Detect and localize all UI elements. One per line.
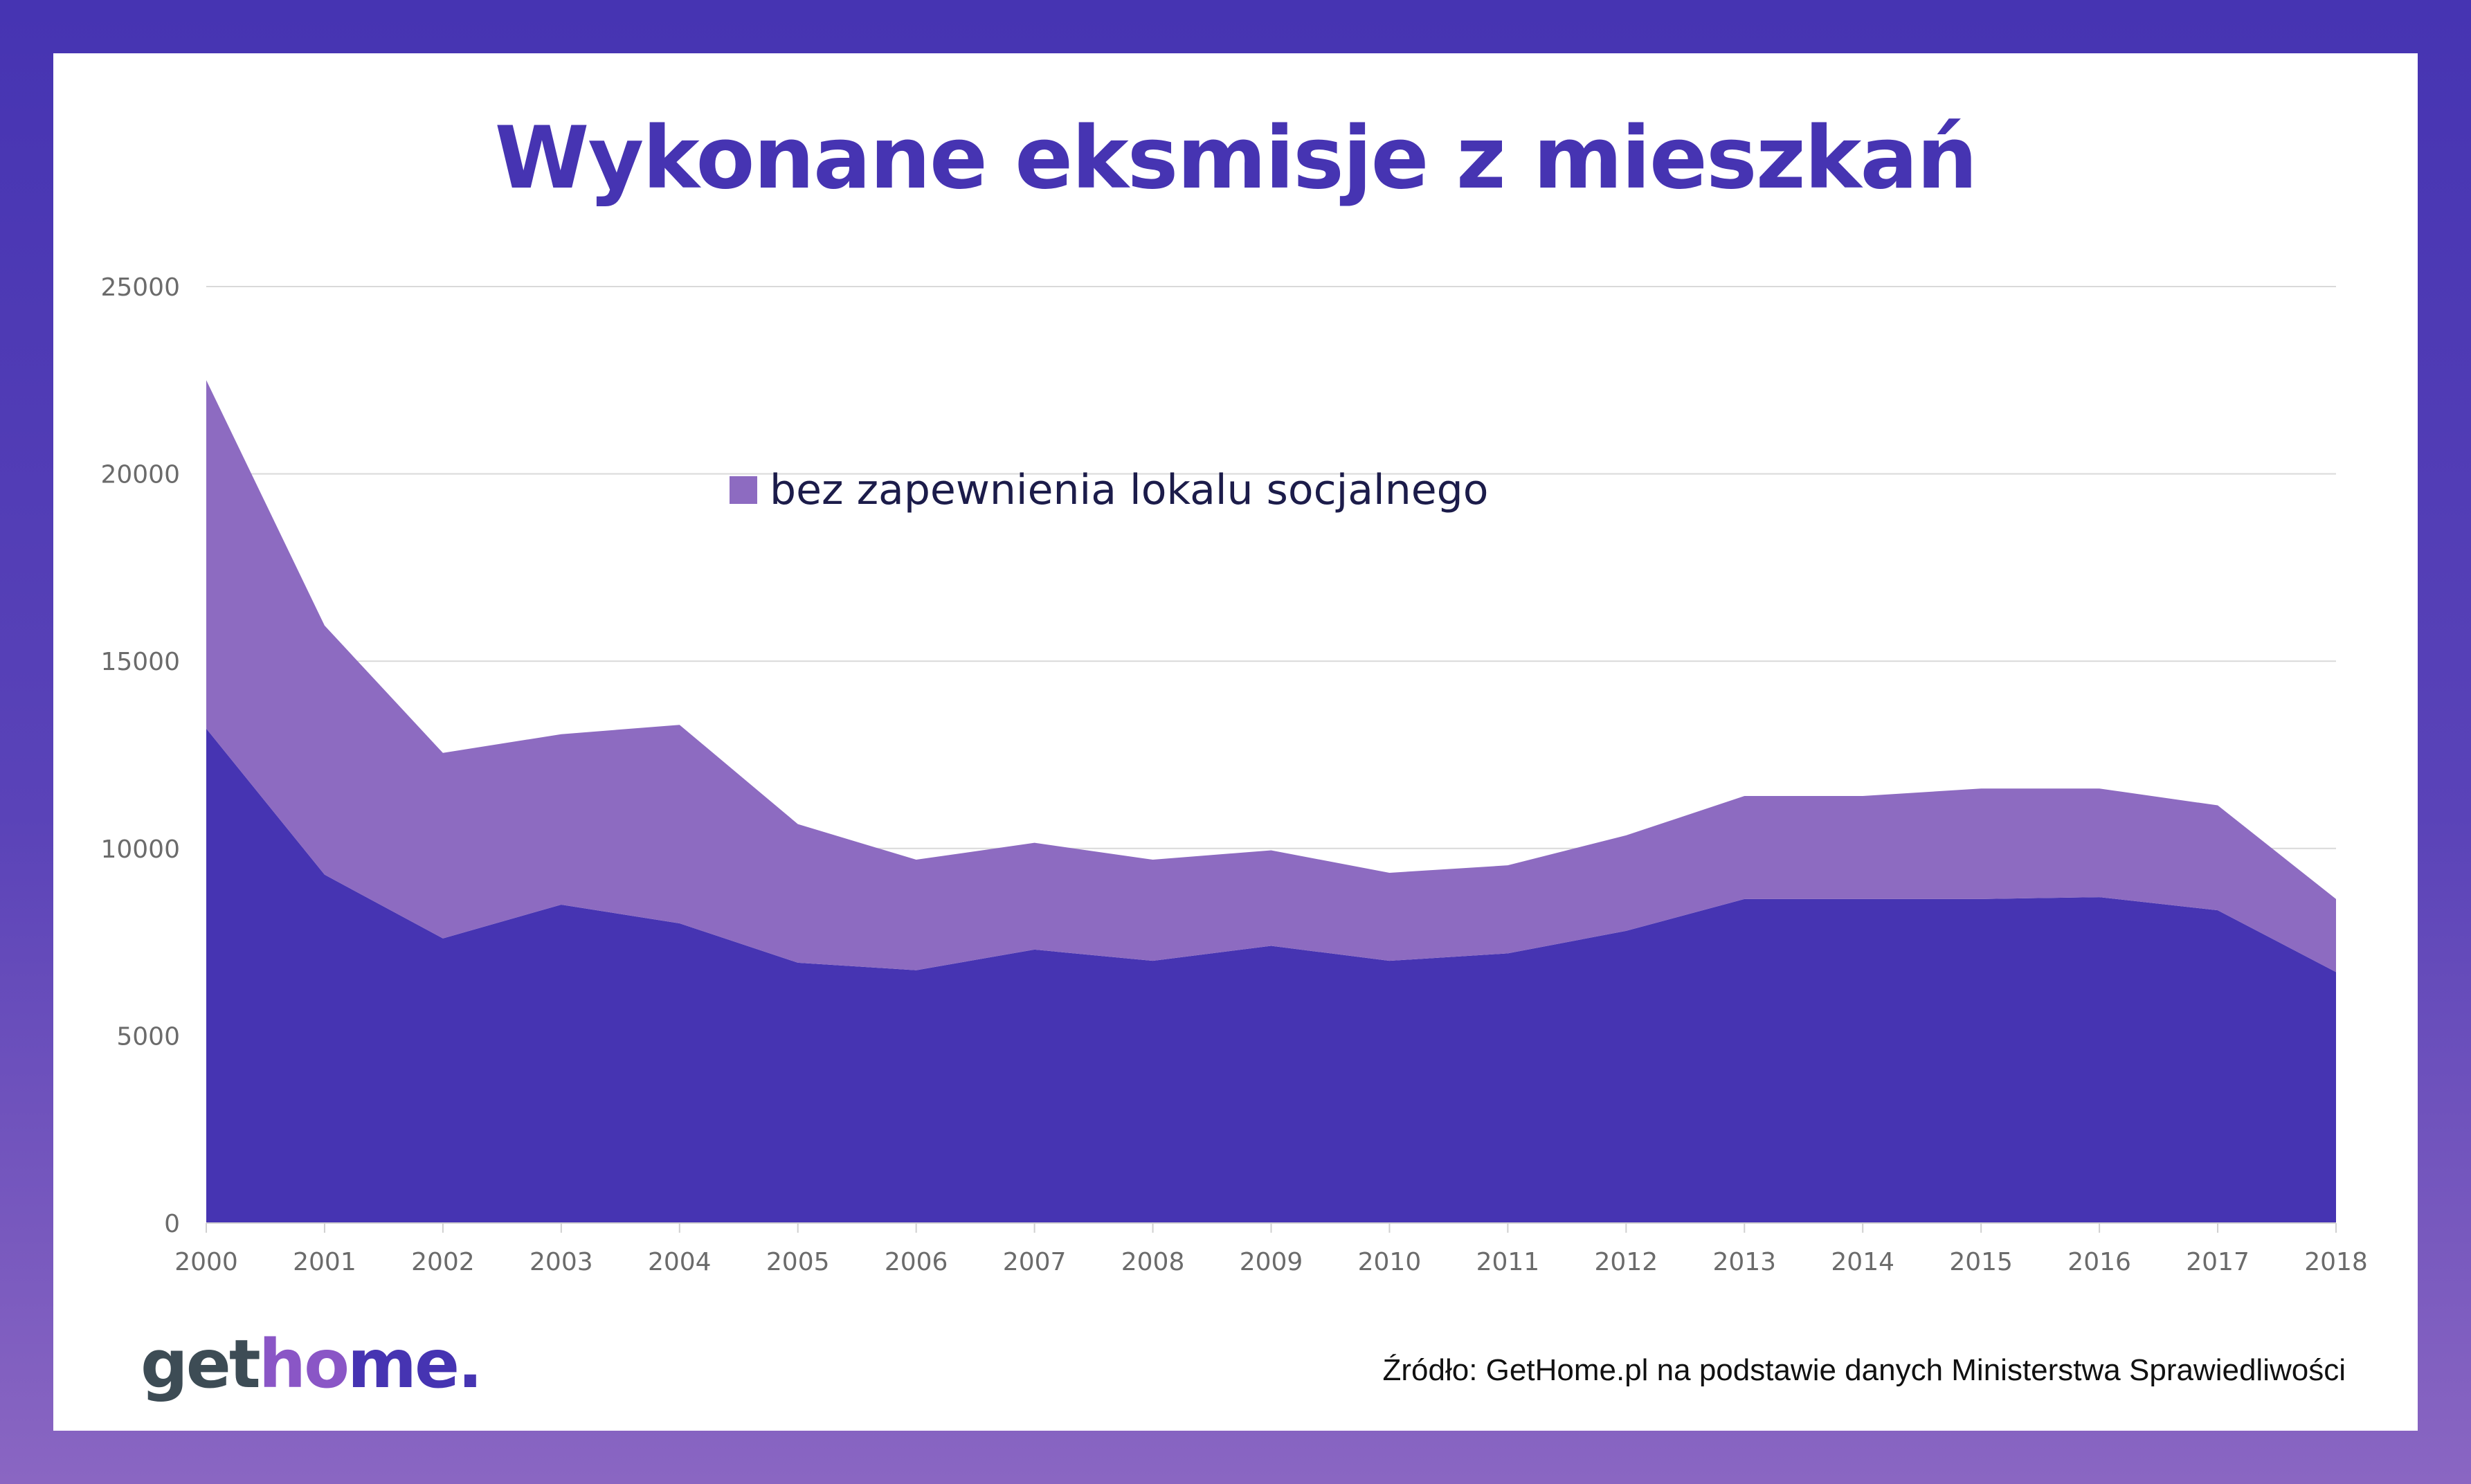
x-axis: 2000 2001 2002 2003 2004 2005 2006 2007 2008 2009… bbox=[174, 1222, 2368, 1276]
x-tick-label: 2001 bbox=[293, 1248, 356, 1276]
x-tick-label: 2009 bbox=[1240, 1248, 1303, 1276]
logo-part-get: get bbox=[141, 1325, 261, 1403]
source-note: Źródło: GetHome.pl na podstawie danych M… bbox=[1382, 1353, 2346, 1387]
area-series-2 bbox=[206, 380, 2336, 972]
legend: bez zapewnienia lokalu socjalnego bbox=[730, 466, 1488, 514]
logo-part-ho: ho bbox=[258, 1325, 350, 1403]
area-series bbox=[206, 380, 2336, 1223]
x-tick-label: 2018 bbox=[2304, 1248, 2368, 1276]
x-tick-label: 2016 bbox=[2067, 1248, 2131, 1276]
x-tick-label: 2010 bbox=[1358, 1248, 1422, 1276]
chart-title: Wykonane eksmisje z mieszkań bbox=[494, 109, 1978, 208]
y-tick-label: 15000 bbox=[100, 648, 180, 676]
x-tick-label: 2003 bbox=[530, 1248, 593, 1276]
x-tick-label: 2006 bbox=[885, 1248, 948, 1276]
y-tick-label: 0 bbox=[164, 1210, 180, 1238]
x-tick-label: 2008 bbox=[1121, 1248, 1185, 1276]
x-tick-label: 2000 bbox=[174, 1248, 238, 1276]
x-tick-label: 2002 bbox=[411, 1248, 475, 1276]
y-axis: 0 5000 10000 15000 20000 25000 bbox=[100, 273, 180, 1238]
x-tick-label: 2007 bbox=[1003, 1248, 1067, 1276]
logo-part-me: me. bbox=[347, 1325, 483, 1403]
y-tick-label: 10000 bbox=[100, 835, 180, 864]
legend-label: bez zapewnienia lokalu socjalnego bbox=[770, 466, 1488, 514]
x-tick-label: 2004 bbox=[648, 1248, 712, 1276]
x-tick-label: 2005 bbox=[766, 1248, 830, 1276]
x-tick-label: 2012 bbox=[1595, 1248, 1658, 1276]
area-series-1 bbox=[206, 728, 2336, 1223]
y-tick-label: 20000 bbox=[100, 461, 180, 489]
x-tick-label: 2013 bbox=[1712, 1248, 1776, 1276]
chart-card: Wykonane eksmisje z mieszkań 0 5000 10000 1… bbox=[53, 53, 2418, 1431]
gethome-logo: gethome. bbox=[141, 1325, 483, 1403]
x-tick-label: 2011 bbox=[1476, 1248, 1540, 1276]
x-tick-label: 2017 bbox=[2186, 1248, 2250, 1276]
x-tick-label: 2015 bbox=[1949, 1248, 2013, 1276]
y-tick-label: 25000 bbox=[100, 273, 180, 302]
y-tick-label: 5000 bbox=[116, 1022, 180, 1051]
legend-swatch bbox=[730, 476, 757, 504]
x-tick-label: 2014 bbox=[1831, 1248, 1894, 1276]
